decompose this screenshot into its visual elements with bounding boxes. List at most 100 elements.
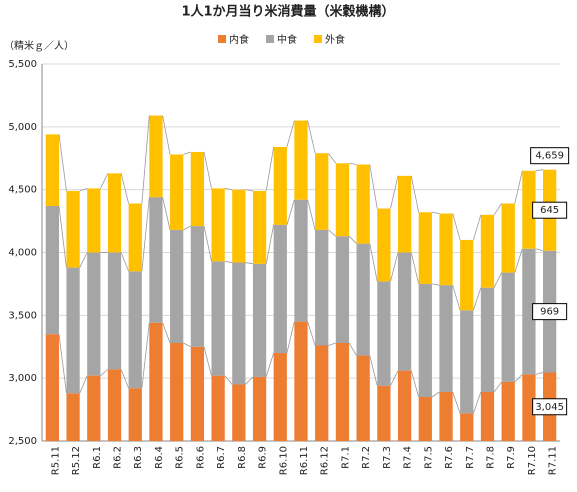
bar-segment [522, 170, 536, 249]
connector-line [473, 391, 482, 414]
connector-line [79, 375, 88, 394]
bar-segment [211, 375, 225, 441]
bar-segment [335, 236, 350, 343]
connector-line [452, 213, 461, 241]
connector-line [162, 197, 171, 230]
connector-line [307, 120, 316, 154]
bar-segment [190, 346, 205, 441]
connector-line [328, 152, 337, 164]
legend-label: 外食 [325, 33, 345, 46]
bar-segment [45, 206, 59, 335]
connector-line [286, 321, 295, 354]
connector-line [141, 322, 150, 389]
bar-segment [107, 173, 122, 253]
bar-segment [356, 243, 370, 356]
connector-line [183, 342, 191, 348]
connector-line [493, 272, 502, 288]
bar-segment [335, 342, 350, 441]
bar-segment [190, 226, 205, 347]
bar-segment [66, 393, 80, 441]
bar-segment [190, 151, 205, 227]
bar-segment [107, 252, 122, 370]
bar-segment [232, 384, 246, 441]
x-tick-group: R7.7 [465, 446, 476, 469]
connector-line [307, 321, 316, 346]
legend-label: 中食 [277, 33, 297, 46]
y-tick-label: 4,500 [8, 185, 37, 196]
x-tick-label: R7.6 [444, 446, 455, 469]
bar-segment [149, 115, 163, 198]
x-tick-group: R5.11 [50, 446, 61, 475]
bar-segment [397, 175, 412, 253]
x-tick-label: R7.4 [403, 446, 414, 469]
connector-line [473, 287, 482, 311]
bar-segment [294, 199, 308, 322]
connector-line [203, 346, 212, 376]
connector-line [100, 369, 109, 376]
bar-segment [149, 197, 163, 323]
x-tick-group: R6.4 [154, 446, 165, 469]
x-tick-group: R6.7 [216, 446, 227, 469]
y-tick-label: 4,000 [8, 248, 37, 259]
connector-line [535, 372, 544, 375]
connector-line [58, 205, 67, 268]
connector-line [348, 235, 357, 244]
data-label-box [532, 303, 568, 321]
legend-swatch [266, 35, 274, 43]
connector-line [162, 115, 171, 155]
connector-line [141, 197, 150, 272]
bar-segment [335, 163, 350, 237]
x-tick-group: R7.4 [403, 446, 414, 469]
x-tick-label: R7.8 [485, 446, 496, 469]
x-tick-group: R6.12 [320, 446, 331, 475]
x-tick-group: R6.11 [299, 446, 310, 475]
total-label-box [530, 147, 570, 165]
bar-segment [522, 248, 536, 375]
bar-segment [294, 321, 308, 441]
bar-segment [439, 213, 453, 286]
x-tick-label: R6.5 [175, 446, 186, 469]
connector-line [245, 376, 254, 385]
x-tick-label: R6.3 [133, 446, 144, 469]
data-label: 3,045 [535, 402, 564, 413]
y-tick-label: 2,500 [8, 436, 37, 447]
x-tick-group: R7.9 [506, 446, 517, 469]
connector-line [452, 391, 461, 414]
connector-line [79, 252, 88, 268]
y-tick-label: 3,000 [8, 373, 37, 384]
connector-line [162, 322, 171, 344]
data-label-box [532, 201, 568, 219]
bar-segment [170, 342, 184, 441]
bar-segment [45, 334, 59, 441]
connector-line [410, 370, 420, 398]
bar-segment [356, 164, 370, 244]
connector-line [452, 285, 461, 311]
y-tick-label: 5,500 [8, 59, 37, 70]
y-axis-label: （精米ｇ／人） [4, 39, 74, 52]
x-tick-label: R6.10 [278, 446, 289, 475]
x-tick-label: R7.9 [506, 446, 517, 469]
x-tick-group: R7.10 [527, 446, 538, 475]
connector-line [369, 164, 378, 209]
x-tick-label: R5.11 [50, 446, 61, 475]
x-tick-group: R6.1 [92, 446, 103, 469]
connector-line [120, 369, 129, 389]
connector-line [100, 173, 109, 189]
x-tick-label: R7.10 [527, 446, 538, 475]
bar-segment [107, 369, 122, 441]
connector-line [535, 248, 544, 252]
data-label: 645 [540, 205, 559, 216]
x-tick-label: R6.11 [299, 446, 310, 475]
legend-swatch [218, 35, 226, 43]
bar-segment [252, 190, 267, 264]
bar-segment [315, 153, 329, 230]
bar-segment [211, 261, 225, 376]
connector-line [431, 211, 440, 214]
connector-line [493, 381, 502, 393]
connector-line [349, 162, 357, 165]
connector-line [224, 375, 233, 385]
x-tick-group: R6.8 [237, 446, 248, 469]
bar-segment [418, 397, 432, 441]
connector-line [265, 352, 275, 378]
